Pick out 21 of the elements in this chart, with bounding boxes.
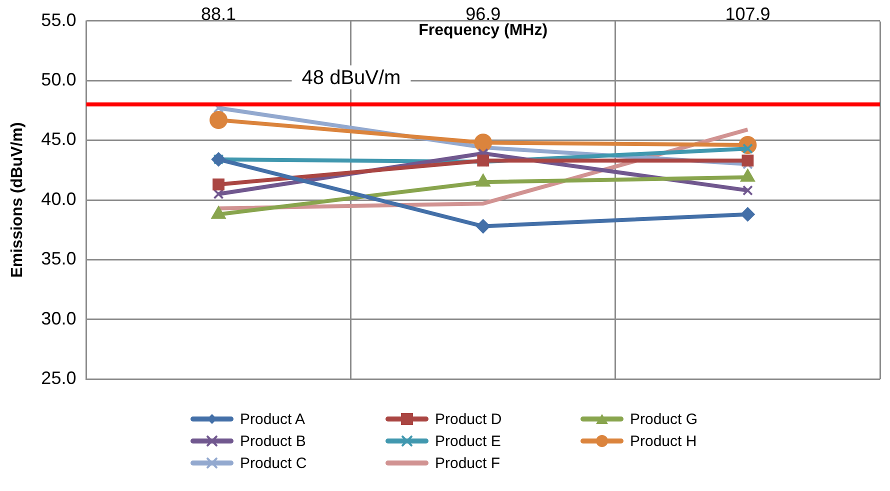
y-tick-label: 55.0 [41,10,76,30]
ref-line-label: 48 dBuV/m [302,66,401,89]
legend-label: Product C [240,454,307,472]
y-tick-label: 35.0 [41,248,76,269]
legend-label: Product B [240,432,306,450]
y-tick-label: 25.0 [41,368,76,388]
x-tick-label: 96.9 [466,4,501,24]
legend-label: Product F [435,454,500,472]
x-tick-label: 107.9 [725,4,770,24]
legend-label: Product A [240,410,306,428]
y-tick-label: 45.0 [41,129,76,150]
legend-label: Product D [435,410,502,428]
legend-label: Product G [630,410,698,428]
x-tick-label: 88.1 [201,4,236,24]
y-tick-label: 50.0 [41,70,76,90]
legend-label: Product E [435,432,501,450]
x-axis-title: Frequency (MHz) [418,22,548,39]
y-axis-title: Emissions (dBuV/m) [9,122,26,278]
y-tick-label: 40.0 [41,188,76,209]
y-tick-label: 30.0 [41,308,76,328]
legend-label: Product H [630,432,697,450]
